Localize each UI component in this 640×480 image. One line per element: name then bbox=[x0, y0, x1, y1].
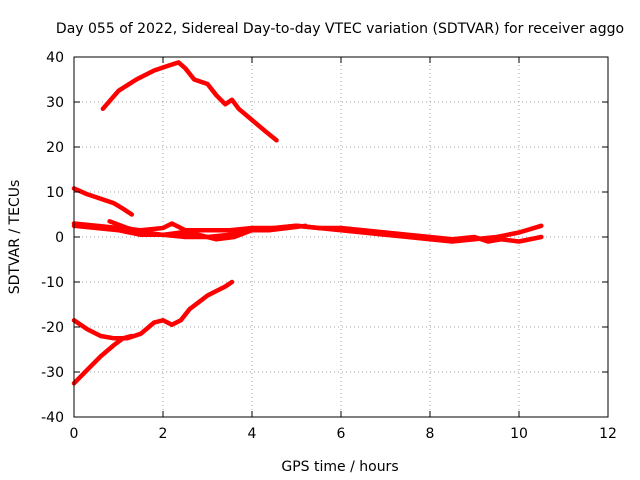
x-tick-label: 12 bbox=[599, 426, 617, 442]
series-layer bbox=[71, 60, 544, 386]
grid bbox=[74, 57, 608, 417]
x-axis-label: GPS time / hours bbox=[281, 459, 398, 475]
x-tick-label: 4 bbox=[248, 426, 257, 442]
x-tick-label: 10 bbox=[510, 426, 528, 442]
y-tick-label: 20 bbox=[46, 140, 64, 156]
x-tick-label: 6 bbox=[337, 426, 346, 442]
x-tick-label: 8 bbox=[426, 426, 435, 442]
y-tick-label: -30 bbox=[41, 365, 64, 381]
y-tick-label: -40 bbox=[41, 410, 64, 426]
series-arc-mid-upper bbox=[71, 186, 135, 217]
series-near-zero-c bbox=[107, 219, 308, 242]
x-axis: 0 2 4 6 8 10 12 bbox=[70, 57, 617, 442]
y-tick-label: 10 bbox=[46, 185, 64, 201]
y-tick-label: -10 bbox=[41, 275, 64, 291]
x-tick-label: 2 bbox=[159, 426, 168, 442]
series-arc-high bbox=[100, 60, 279, 143]
series-arc-low-left bbox=[71, 279, 235, 341]
chart-title: Day 055 of 2022, Sidereal Day-to-day VTE… bbox=[56, 21, 624, 37]
x-tick-label: 0 bbox=[70, 426, 79, 442]
y-tick-label: 40 bbox=[46, 50, 64, 66]
y-tick-label: -20 bbox=[41, 320, 64, 336]
y-tick-label: 0 bbox=[55, 230, 64, 246]
y-tick-label: 30 bbox=[46, 95, 64, 111]
y-axis-label: SDTVAR / TECUs bbox=[7, 180, 23, 295]
series-arc-lowest bbox=[71, 333, 135, 386]
y-axis: -40 -30 -20 -10 0 10 20 30 40 bbox=[41, 50, 608, 426]
